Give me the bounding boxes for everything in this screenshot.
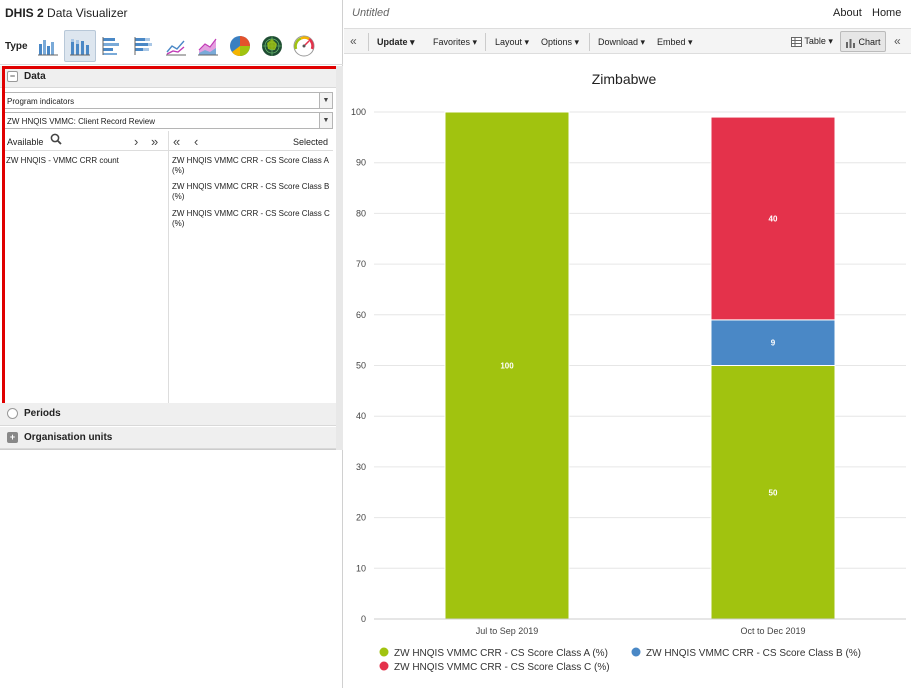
favorites-menu[interactable]: Favorites ▾ (433, 37, 478, 47)
about-link[interactable]: About (833, 7, 862, 19)
y-tick-label: 0 (361, 614, 366, 624)
stacked-column-chart: Zimbabwe 0 10 20 30 40 50 60 70 80 90 100 100 Jul to … (351, 71, 906, 673)
app-title: DHIS 2 Data Visualizer (5, 6, 128, 20)
legend-label: ZW HNQIS VMMC CRR - CS Score Class A (%) (394, 648, 608, 659)
legend-label: ZW HNQIS VMMC CRR - CS Score Class C (%) (394, 662, 610, 673)
chevron-down-icon[interactable]: ▼ (319, 93, 332, 108)
data-label: 100 (500, 362, 514, 371)
y-tick-label: 20 (356, 513, 366, 523)
chart-type-bar: Type (0, 28, 343, 65)
selected-item[interactable]: ZW HNQIS VMMC CRR - CS Score Class A (%) (172, 156, 329, 175)
column-chart-icon[interactable] (32, 30, 64, 62)
data-section-header[interactable]: − Data (0, 66, 336, 88)
bar-segment (710, 116, 836, 321)
chevron-down-icon[interactable]: ▼ (319, 113, 332, 128)
y-tick-label: 90 (356, 158, 366, 168)
home-link[interactable]: Home (872, 7, 902, 19)
right-panel: Untitled About Home « Update ▾ Favorites… (344, 0, 911, 688)
available-label: Available (7, 137, 44, 147)
favorite-title: Untitled (352, 7, 390, 19)
top-bar: Untitled About Home (344, 0, 911, 28)
pie-chart-icon[interactable] (224, 30, 256, 62)
available-item[interactable]: ZW HNQIS - VMMC CRR count (6, 156, 119, 165)
collapse-right-icon[interactable]: « (894, 34, 901, 48)
toolbar-separator (485, 33, 486, 51)
y-tick-label: 80 (356, 208, 366, 218)
search-icon[interactable] (50, 133, 62, 147)
table-button[interactable]: Table ▾ (791, 36, 833, 47)
list-divider (168, 131, 169, 403)
data-label: 50 (769, 488, 778, 497)
legend-marker (631, 647, 641, 657)
selector-bar: Available › » « ‹ Selected (4, 131, 333, 403)
left-scrollbar[interactable] (336, 66, 343, 450)
stacked-column-chart-icon[interactable] (64, 30, 96, 62)
toolbar: « Update ▾ Favorites ▾ Layout ▾ Options … (344, 28, 911, 54)
bar-chart-icon (846, 38, 855, 48)
options-menu[interactable]: Options ▾ (541, 37, 580, 47)
left-panel: DHIS 2 Data Visualizer Type (0, 0, 343, 688)
y-tick-label: 50 (356, 361, 366, 371)
minus-icon: − (7, 71, 18, 82)
data-label: 9 (771, 339, 776, 348)
bar-segment (710, 319, 836, 366)
bar-segment (710, 365, 836, 620)
gauge-chart-icon[interactable] (288, 30, 320, 62)
chart-button[interactable]: Chart (840, 31, 886, 52)
selected-item[interactable]: ZW HNQIS VMMC CRR - CS Score Class B (%) (172, 182, 330, 201)
type-label: Type (5, 41, 28, 52)
selected-item[interactable]: ZW HNQIS VMMC CRR - CS Score Class C (%) (172, 209, 330, 228)
selected-label: Selected (292, 137, 328, 147)
radar-chart-icon[interactable] (256, 30, 288, 62)
program-select[interactable]: ZW HNQIS VMMC: Client Record Review ▼ (4, 112, 333, 129)
download-menu[interactable]: Download ▾ (598, 37, 646, 47)
data-type-select[interactable]: Program indicators ▼ (4, 92, 333, 109)
area-chart-icon[interactable] (192, 30, 224, 62)
deselect-arrow-icon[interactable]: ‹ (194, 134, 199, 149)
collapse-left-icon[interactable]: « (350, 34, 357, 48)
data-label: 40 (769, 214, 778, 223)
x-tick-label: Jul to Sep 2019 (476, 626, 539, 636)
update-button[interactable]: Update ▾ (377, 37, 415, 47)
legend-marker (379, 647, 389, 657)
chart-title: Zimbabwe (592, 71, 657, 87)
plus-icon: + (7, 432, 18, 443)
y-tick-label: 40 (356, 411, 366, 421)
bar-segment (444, 111, 570, 620)
layout-menu[interactable]: Layout ▾ (495, 37, 530, 47)
periods-section-header[interactable]: Periods (0, 403, 336, 426)
select-all-arrow-icon[interactable]: » (151, 134, 159, 149)
select-arrow-icon[interactable]: › (134, 134, 139, 149)
y-tick-label: 30 (356, 462, 366, 472)
y-tick-label: 60 (356, 310, 366, 320)
legend-marker (379, 661, 389, 671)
toolbar-separator (368, 33, 369, 51)
bar-chart-icon[interactable] (96, 30, 128, 62)
deselect-all-arrow-icon[interactable]: « (173, 134, 181, 149)
legend-label: ZW HNQIS VMMC CRR - CS Score Class B (%) (646, 648, 861, 659)
y-tick-label: 100 (351, 107, 366, 117)
embed-menu[interactable]: Embed ▾ (657, 37, 693, 47)
section-divider (0, 449, 336, 450)
table-icon (791, 36, 802, 47)
y-tick-label: 70 (356, 259, 366, 269)
clock-icon (7, 408, 18, 419)
x-tick-label: Oct to Dec 2019 (740, 626, 805, 636)
y-tick-label: 10 (356, 563, 366, 573)
stacked-bar-chart-icon[interactable] (128, 30, 160, 62)
org-units-section-header[interactable]: + Organisation units (0, 427, 336, 449)
line-chart-icon[interactable] (160, 30, 192, 62)
toolbar-separator (589, 33, 590, 51)
